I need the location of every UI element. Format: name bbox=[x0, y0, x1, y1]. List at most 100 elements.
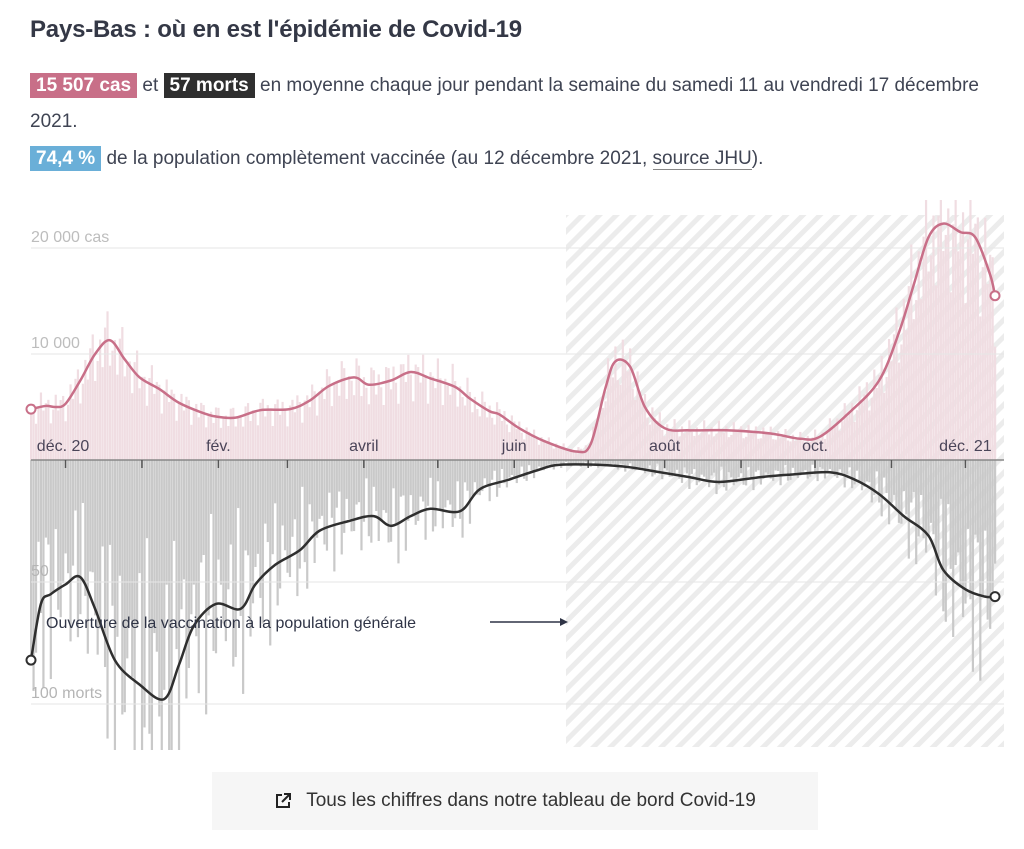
source-link[interactable]: source JHU bbox=[652, 148, 752, 170]
deaths-bar bbox=[505, 460, 509, 488]
cases-bar bbox=[81, 383, 84, 460]
deaths-bar bbox=[264, 460, 267, 524]
cases-bar bbox=[311, 384, 314, 460]
cases-bar bbox=[212, 422, 215, 460]
cases-bar bbox=[234, 426, 237, 460]
deaths-bar bbox=[708, 460, 711, 488]
cases-bar bbox=[764, 434, 767, 460]
cases-bar bbox=[969, 200, 972, 461]
deaths-bar bbox=[592, 460, 595, 462]
deaths-bar bbox=[887, 460, 891, 525]
deaths-bar bbox=[466, 460, 469, 491]
cases-bar bbox=[254, 412, 257, 460]
deaths-bar bbox=[777, 460, 780, 471]
deaths-bar bbox=[333, 460, 336, 572]
deaths-bar bbox=[446, 460, 449, 501]
deaths-bar bbox=[646, 460, 649, 469]
cases-bar bbox=[722, 432, 725, 460]
cases-bar bbox=[108, 365, 112, 460]
deaths-bar bbox=[772, 460, 775, 481]
deaths-bar bbox=[121, 460, 124, 715]
cases-bar bbox=[994, 346, 997, 460]
deaths-bar bbox=[170, 460, 173, 750]
deaths-bar bbox=[81, 460, 84, 504]
cases-bar bbox=[86, 379, 89, 460]
cases-bar bbox=[69, 384, 72, 460]
cases-bar bbox=[515, 429, 518, 460]
deaths-bar bbox=[343, 460, 346, 533]
cases-bar bbox=[131, 393, 134, 460]
deaths-bar bbox=[823, 460, 827, 479]
cases-bar bbox=[878, 374, 881, 460]
cases-bar bbox=[520, 432, 523, 460]
deaths-bar bbox=[680, 460, 684, 483]
deaths-bar bbox=[860, 460, 864, 491]
deaths-bar bbox=[227, 460, 230, 590]
deaths-bar bbox=[629, 460, 632, 464]
external-link-icon bbox=[276, 793, 292, 808]
cases-bar bbox=[717, 420, 721, 460]
cases-bar bbox=[823, 438, 827, 460]
deaths-bar bbox=[880, 460, 883, 517]
deaths-bar bbox=[811, 460, 814, 465]
cases-bar bbox=[296, 395, 299, 460]
deaths-badge: 57 morts bbox=[163, 73, 255, 98]
cases-bar bbox=[103, 327, 107, 460]
cases-bar bbox=[944, 234, 947, 460]
deaths-bar bbox=[698, 460, 701, 483]
cases-bar bbox=[261, 398, 264, 460]
deaths-bar bbox=[818, 460, 822, 468]
cases-bar bbox=[106, 311, 109, 460]
deaths-bar bbox=[557, 460, 560, 463]
cases-bar bbox=[606, 358, 610, 460]
deaths-bar bbox=[212, 460, 215, 651]
cases-bar bbox=[471, 412, 474, 460]
deaths-bar bbox=[128, 460, 131, 620]
cases-bar bbox=[621, 339, 624, 460]
deaths-bar bbox=[626, 460, 629, 467]
cases-bar bbox=[362, 377, 366, 460]
cases-bar bbox=[483, 401, 486, 460]
cases-bar bbox=[695, 427, 698, 460]
cases-bar bbox=[809, 441, 812, 460]
deaths-bar bbox=[59, 460, 62, 618]
cases-bar bbox=[619, 384, 622, 460]
cases-bar bbox=[601, 407, 605, 460]
cases-bar bbox=[892, 334, 896, 460]
cases-bar bbox=[634, 399, 637, 460]
cases-bar bbox=[461, 397, 464, 460]
cases-bar bbox=[123, 376, 126, 460]
cases-bar bbox=[525, 427, 528, 460]
deaths-bar bbox=[577, 460, 580, 465]
deaths-bar bbox=[631, 460, 634, 471]
deaths-bar bbox=[503, 460, 506, 484]
deaths-bar bbox=[666, 460, 669, 471]
cases-bar bbox=[781, 434, 785, 460]
deaths-bar bbox=[155, 460, 158, 652]
cases-bar bbox=[301, 422, 304, 460]
cases-bar bbox=[690, 431, 693, 460]
deaths-bar bbox=[885, 460, 888, 494]
cases-bar bbox=[434, 388, 437, 460]
cases-bar bbox=[367, 404, 370, 460]
cases-bar bbox=[476, 408, 479, 460]
deaths-bar bbox=[145, 460, 149, 539]
cases-bar bbox=[609, 369, 612, 460]
deaths-bar bbox=[900, 460, 903, 524]
cases-bar bbox=[513, 421, 516, 460]
cases-bar bbox=[79, 403, 82, 460]
cases-bar bbox=[488, 405, 491, 460]
deaths-bar bbox=[971, 460, 975, 672]
cases-bar bbox=[715, 433, 718, 460]
cases-bar bbox=[693, 435, 696, 460]
cases-bar bbox=[767, 432, 770, 460]
deaths-bar bbox=[234, 460, 237, 657]
deaths-bar bbox=[606, 460, 610, 467]
deaths-line bbox=[29, 463, 996, 701]
cases-bar bbox=[271, 425, 274, 460]
cases-bar bbox=[276, 399, 279, 460]
deaths-bar bbox=[498, 460, 501, 488]
deaths-bar bbox=[912, 460, 915, 492]
deaths-bar bbox=[39, 460, 43, 614]
dashboard-link-button[interactable]: Tous les chiffres dans notre tableau de … bbox=[212, 772, 818, 830]
